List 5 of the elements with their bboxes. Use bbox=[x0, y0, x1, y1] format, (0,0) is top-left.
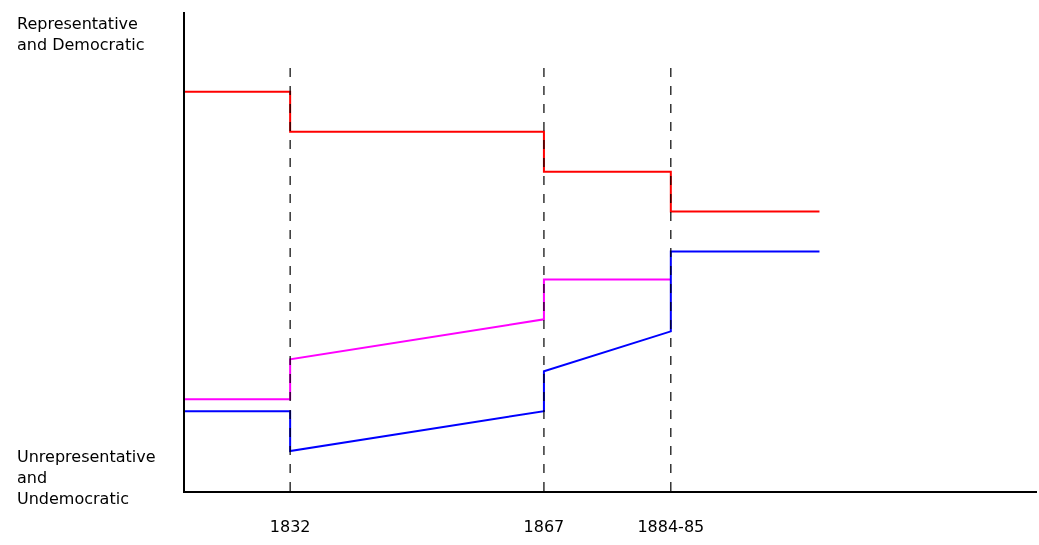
x-tick-label: 1832 bbox=[269, 517, 311, 537]
x-tick-label: 1867 bbox=[523, 517, 565, 537]
text: Unrepresentative and Undemocratic bbox=[17, 447, 156, 508]
x-tick-label: 1884-85 bbox=[637, 517, 705, 537]
text: Representative and Democratic bbox=[17, 14, 145, 54]
